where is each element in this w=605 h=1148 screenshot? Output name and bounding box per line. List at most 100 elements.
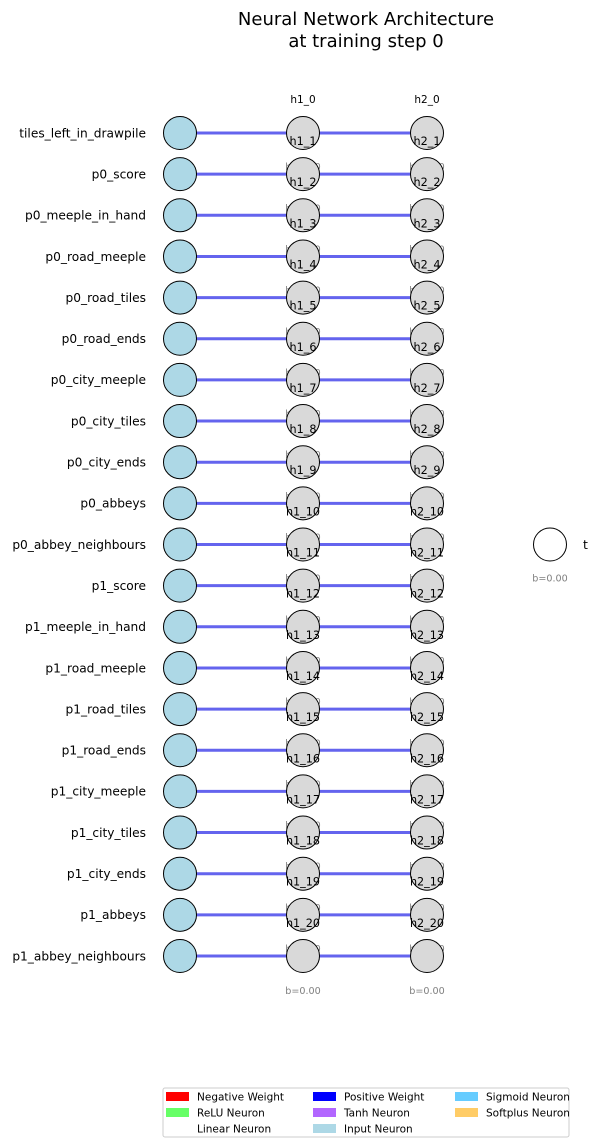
legend-swatch	[313, 1092, 336, 1101]
hidden-neuron-label: h1_20	[286, 917, 320, 930]
input-neuron	[163, 856, 197, 891]
input-neuron	[163, 733, 197, 768]
hidden-neuron	[410, 116, 444, 150]
hidden-neuron	[410, 321, 444, 356]
hidden-neuron-label: h1_7	[290, 382, 317, 395]
hidden-neuron-label: h2_9	[414, 464, 441, 477]
hidden-neuron	[286, 362, 320, 397]
hidden-neuron-label: h1_9	[290, 464, 317, 477]
hidden-neuron-label: h1_4	[290, 258, 317, 271]
hidden-neuron	[410, 362, 444, 397]
hidden-neuron	[286, 157, 320, 192]
hidden-neuron	[410, 897, 444, 932]
hidden-neuron	[410, 692, 444, 727]
output-bias-label: b=0.00	[532, 574, 568, 585]
input-neuron-label: p0_meeple_in_hand	[25, 209, 146, 223]
input-neuron-label: p0_abbeys	[80, 497, 146, 511]
hidden-neuron	[286, 815, 320, 850]
hidden-neuron	[410, 939, 444, 973]
input-neuron	[163, 321, 197, 356]
hidden-neuron-label: h2_3	[414, 217, 441, 230]
hidden-neuron	[286, 692, 320, 727]
input-neuron	[163, 527, 197, 562]
input-neuron	[163, 609, 197, 644]
legend-entry-label: Tanh Neuron	[343, 1108, 410, 1120]
input-neuron	[163, 239, 197, 274]
hidden-neuron	[410, 445, 444, 480]
hidden-neuron-label: h1_6	[290, 341, 317, 354]
hidden-neuron	[410, 239, 444, 274]
hidden-neuron	[410, 815, 444, 850]
legend-swatch	[455, 1108, 478, 1117]
hidden-neuron-label: h1_18	[286, 835, 320, 848]
hidden-neuron	[286, 116, 320, 150]
hidden-neuron	[410, 280, 444, 315]
hidden-layer-1-header: h1_0	[290, 94, 315, 106]
hidden-neuron	[410, 404, 444, 439]
legend-entry-label: Negative Weight	[197, 1092, 284, 1104]
bias-label: b=0.00	[409, 986, 445, 997]
hidden-neuron	[410, 650, 444, 685]
input-neuron	[163, 815, 197, 850]
input-neuron	[163, 198, 197, 233]
legend-entry-label: Linear Neuron	[197, 1124, 271, 1136]
input-neuron-label: p0_city_ends	[67, 456, 146, 470]
hidden-neuron	[286, 609, 320, 644]
hidden-neuron-label: h1_8	[290, 423, 317, 436]
hidden-neuron	[410, 856, 444, 891]
output-neuron-label: t	[583, 537, 588, 552]
legend-swatch	[313, 1124, 336, 1133]
hidden-neuron	[286, 650, 320, 685]
hidden-neuron-label: h1_11	[286, 547, 320, 560]
hidden-neuron-label: h2_13	[410, 629, 444, 642]
hidden-neuron	[410, 774, 444, 809]
hidden-neuron-label: h2_10	[410, 505, 444, 518]
hidden-neuron-label: h1_16	[286, 752, 320, 765]
input-neuron	[163, 568, 197, 603]
input-neuron-label: p0_road_ends	[62, 332, 146, 346]
hidden-neuron-label: h2_16	[410, 752, 444, 765]
input-neuron-label: p1_road_ends	[62, 744, 146, 758]
hidden-neuron-label: h2_2	[414, 176, 441, 189]
hidden-neuron	[410, 157, 444, 192]
hidden-neuron-label: h2_14	[410, 670, 444, 683]
hidden-neuron	[286, 280, 320, 315]
hidden-neuron-label: h1_19	[286, 876, 320, 889]
hidden-neuron	[286, 897, 320, 932]
hidden-neuron-label: h1_14	[286, 670, 320, 683]
input-neuron	[163, 486, 197, 521]
hidden-neuron-label: h1_17	[286, 793, 320, 806]
hidden-neuron-label: h2_19	[410, 876, 444, 889]
legend-entry-label: Sigmoid Neuron	[486, 1092, 570, 1104]
legend-swatch	[166, 1092, 189, 1101]
input-neuron	[163, 445, 197, 480]
input-neuron	[163, 116, 197, 150]
hidden-neuron	[286, 527, 320, 562]
hidden-neuron	[410, 568, 444, 603]
input-neuron	[163, 157, 197, 192]
connection-layer	[180, 131, 427, 958]
hidden-neuron	[286, 568, 320, 603]
hidden-neuron	[286, 486, 320, 521]
hidden-neuron-label: h1_13	[286, 629, 320, 642]
input-neuron	[163, 362, 197, 397]
hidden-neuron-label: h2_4	[414, 258, 441, 271]
output-neuron	[533, 527, 567, 562]
hidden-neuron	[410, 733, 444, 768]
hidden-neuron	[286, 239, 320, 274]
hidden-neuron-label: h2_6	[414, 341, 441, 354]
diagram-title-line2: at training step 0	[288, 31, 443, 52]
hidden-neuron-label: h2_5	[414, 300, 441, 313]
hidden-neuron	[286, 404, 320, 439]
legend-entry-label: Positive Weight	[344, 1092, 424, 1104]
input-neuron	[163, 774, 197, 809]
hidden-neuron	[286, 939, 320, 973]
input-neuron-label: p1_road_tiles	[66, 702, 146, 716]
hidden-layer-2-header: h2_0	[414, 94, 439, 106]
hidden-neuron-label: h1_3	[290, 217, 317, 230]
legend-swatch	[313, 1108, 336, 1117]
hidden-neuron	[286, 856, 320, 891]
legend: Negative Weight ReLU Neuron Linear Neuron P…	[162, 1087, 570, 1138]
hidden-neuron-label: h1_12	[286, 588, 320, 601]
hidden-neuron-label: h2_7	[414, 382, 441, 395]
